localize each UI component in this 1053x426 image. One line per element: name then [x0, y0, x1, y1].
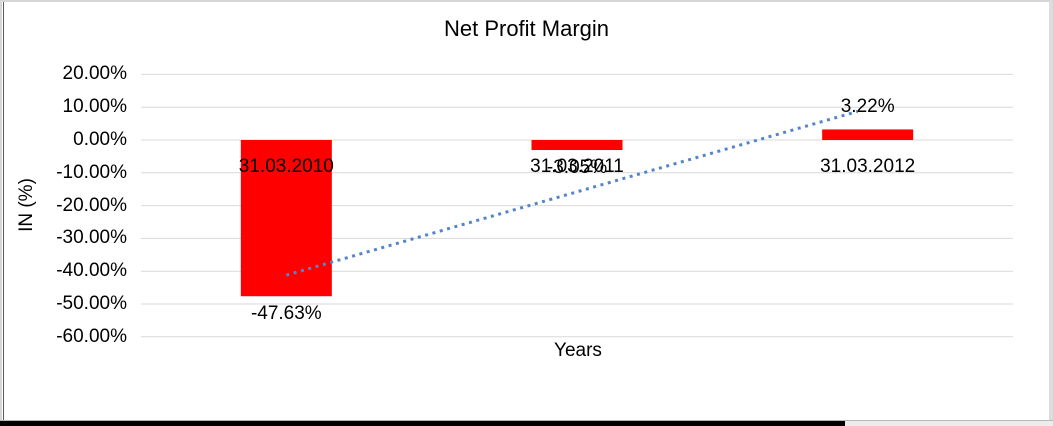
trendline[interactable] — [285, 109, 859, 277]
bar-31.03.2010[interactable] — [240, 140, 332, 297]
window-edge-bottom-line — [0, 420, 1053, 421]
chart-title: Net Profit Margin — [443, 16, 610, 41]
window-edge-left — [0, 0, 2, 421]
bar-31.03.2012[interactable] — [822, 129, 914, 140]
bar-31.03.2011[interactable] — [531, 140, 623, 151]
x-axis-title: Years — [554, 340, 602, 361]
window-edge-bottom-black — [0, 421, 845, 426]
window-edge-left-inner — [3, 2, 4, 421]
window-edge-top — [0, 0, 1053, 2]
window-edge-right — [1049, 0, 1053, 421]
window-edge-bottom-grey — [845, 421, 1053, 426]
